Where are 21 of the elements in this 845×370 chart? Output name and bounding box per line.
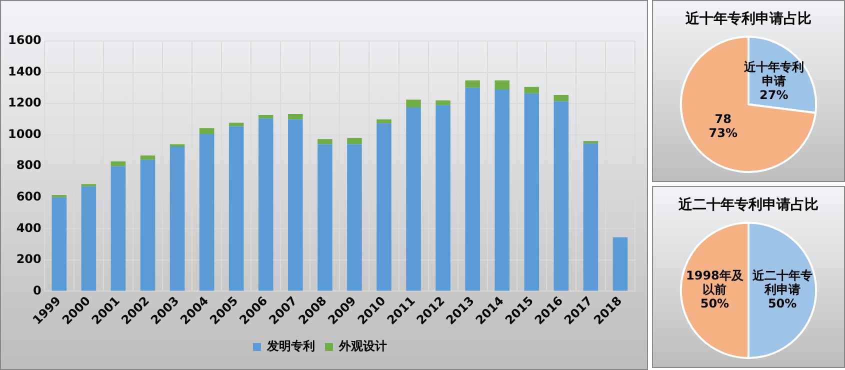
slice-label: 78 bbox=[714, 112, 732, 126]
y-tick-label: 600 bbox=[16, 190, 42, 204]
chart-title: 近十年专利申请占比 bbox=[684, 10, 812, 28]
data-label: 27% bbox=[759, 88, 788, 102]
y-tick-label: 0 bbox=[33, 283, 42, 298]
y-tick-label: 1400 bbox=[8, 64, 42, 78]
y-tick-label: 1600 bbox=[8, 33, 42, 48]
legend-label: 发明专利 bbox=[266, 339, 315, 354]
y-tick-label: 400 bbox=[16, 220, 42, 235]
y-tick-label: 1000 bbox=[8, 126, 42, 141]
slice-label: 近二十年专利申请 bbox=[751, 268, 812, 297]
slice-label: 近十年专利申请 bbox=[742, 60, 804, 88]
data-label: 50% bbox=[768, 296, 797, 311]
slice-label: 1998年及以前 bbox=[686, 268, 744, 297]
chart-title: 近二十年专利申请占比 bbox=[678, 196, 818, 214]
data-label: 50% bbox=[700, 296, 730, 311]
legend-label: 外观设计 bbox=[338, 339, 387, 354]
y-tick-label: 200 bbox=[16, 252, 42, 266]
y-tick-label: 800 bbox=[16, 158, 42, 172]
y-tick-label: 1200 bbox=[8, 96, 42, 110]
data-label: 73% bbox=[708, 126, 738, 140]
